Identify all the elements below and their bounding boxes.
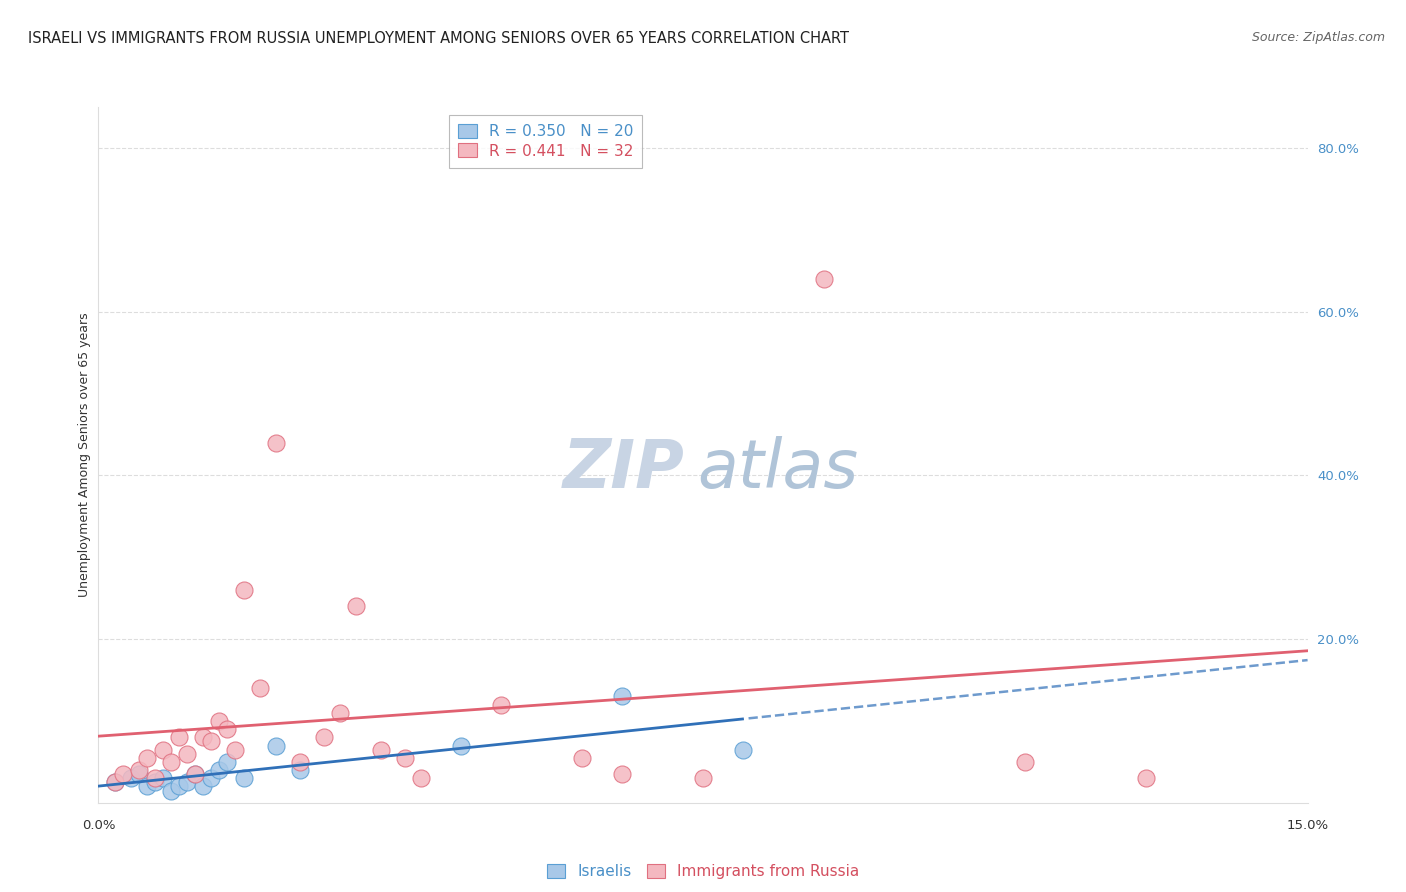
Point — [208, 763, 231, 777]
Y-axis label: Unemployment Among Seniors over 65 years: Unemployment Among Seniors over 65 years — [79, 312, 91, 598]
Point — [167, 731, 190, 745]
Point — [370, 742, 392, 756]
Text: 0.0%: 0.0% — [82, 819, 115, 831]
Point — [224, 742, 246, 756]
Point — [200, 771, 222, 785]
Point — [612, 690, 634, 704]
Point — [1014, 755, 1036, 769]
Point — [394, 751, 416, 765]
Point — [143, 775, 166, 789]
Point — [176, 747, 198, 761]
Point — [288, 763, 311, 777]
Point — [249, 681, 271, 696]
Point — [103, 775, 125, 789]
Point — [409, 771, 432, 785]
Point — [152, 771, 174, 785]
Text: 15.0%: 15.0% — [1286, 819, 1329, 831]
Point — [160, 783, 183, 797]
Point — [103, 775, 125, 789]
Point — [200, 734, 222, 748]
Point — [111, 767, 134, 781]
Text: ZIP: ZIP — [562, 436, 685, 502]
Point — [264, 435, 287, 450]
Legend: Israelis, Immigrants from Russia: Israelis, Immigrants from Russia — [540, 858, 866, 886]
Point — [128, 767, 150, 781]
Text: Source: ZipAtlas.com: Source: ZipAtlas.com — [1251, 31, 1385, 45]
Point — [344, 599, 367, 614]
Point — [813, 272, 835, 286]
Point — [184, 767, 207, 781]
Point — [208, 714, 231, 728]
Point — [217, 722, 239, 736]
Text: atlas: atlas — [697, 436, 858, 502]
Point — [120, 771, 142, 785]
Point — [160, 755, 183, 769]
Point — [1135, 771, 1157, 785]
Point — [152, 742, 174, 756]
Point — [232, 771, 254, 785]
Point — [135, 780, 157, 794]
Point — [193, 780, 215, 794]
Point — [733, 742, 755, 756]
Point — [232, 582, 254, 597]
Point — [135, 751, 157, 765]
Point — [450, 739, 472, 753]
Point — [143, 771, 166, 785]
Point — [329, 706, 352, 720]
Point — [288, 755, 311, 769]
Point — [128, 763, 150, 777]
Point — [176, 775, 198, 789]
Point — [167, 780, 190, 794]
Point — [571, 751, 593, 765]
Point — [193, 731, 215, 745]
Point — [217, 755, 239, 769]
Point — [264, 739, 287, 753]
Point — [612, 767, 634, 781]
Point — [491, 698, 513, 712]
Text: ISRAELI VS IMMIGRANTS FROM RUSSIA UNEMPLOYMENT AMONG SENIORS OVER 65 YEARS CORRE: ISRAELI VS IMMIGRANTS FROM RUSSIA UNEMPL… — [28, 31, 849, 46]
Point — [314, 731, 336, 745]
Point — [692, 771, 714, 785]
Point — [184, 767, 207, 781]
